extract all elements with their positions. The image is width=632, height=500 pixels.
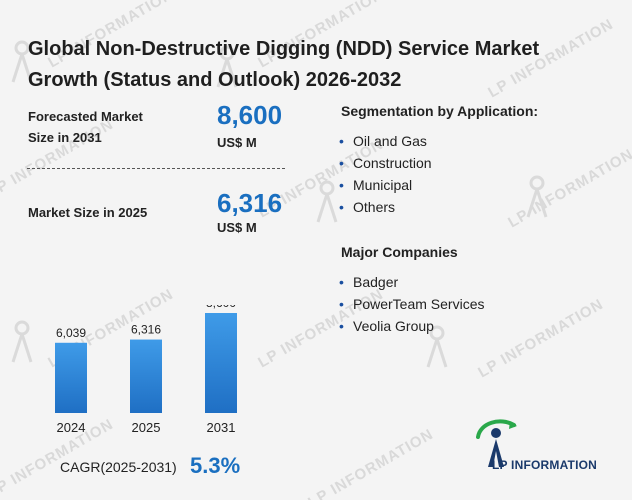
current-unit: US$ M [217,220,257,235]
list-item: Construction [339,152,432,174]
bar-value-label: 8,600 [206,305,236,310]
cagr-label: CAGR(2025-2031) [60,459,177,475]
page-title: Global Non-Destructive Digging (NDD) Ser… [28,34,618,96]
companies-heading: Major Companies [341,244,458,260]
list-item: Oil and Gas [339,130,432,152]
companies-list: Badger PowerTeam Services Veolia Group [339,271,485,337]
watermark-text: LP INFORMATION [505,145,632,232]
watermark-text: LP INFORMATION [475,295,607,382]
bar-2024 [55,342,87,413]
segmentation-list: Oil and Gas Construction Municipal Other… [339,130,432,218]
x-tick-label: 2024 [57,420,86,435]
list-item: PowerTeam Services [339,293,485,315]
forecast-value: 8,600 [217,100,283,130]
cagr-value: 5.3% [190,453,241,478]
forecast-label: Forecasted Market Size in 2031 [28,106,198,148]
list-item: Veolia Group [339,315,485,337]
segmentation-heading: Segmentation by Application: [341,103,539,119]
bar-2025 [130,339,162,413]
page-title-line: Global Non-Destructive Digging (NDD) Ser… [28,38,540,60]
bar-2031 [205,313,237,413]
watermark-text: LP INFORMATION [305,425,437,500]
bar-value-label: 6,316 [131,323,161,337]
current-value: 6,316 [217,188,283,218]
x-tick-label: 2025 [132,420,161,435]
watermark-logo-icon [526,175,548,218]
forecast-unit: US$ M [217,135,257,150]
kpi-divider [27,168,285,169]
lp-information-logo-icon [476,419,517,467]
page-title-line: Growth (Status and Outlook) 2026-2032 [28,69,402,91]
x-tick-label: 2031 [207,420,236,435]
logo-text: LP INFORMATION [492,458,598,472]
current-label: Market Size in 2025 [28,205,148,220]
forecast-label-line: Size in 2031 [28,130,102,145]
market-size-bar-chart: 6,039 2024 6,316 2025 8,600 2031 [55,305,237,435]
list-item: Others [339,196,432,218]
bar-value-label: 6,039 [56,326,86,340]
forecast-label-line: Forecasted Market [28,109,143,124]
list-item: Municipal [339,174,432,196]
list-item: Badger [339,271,485,293]
